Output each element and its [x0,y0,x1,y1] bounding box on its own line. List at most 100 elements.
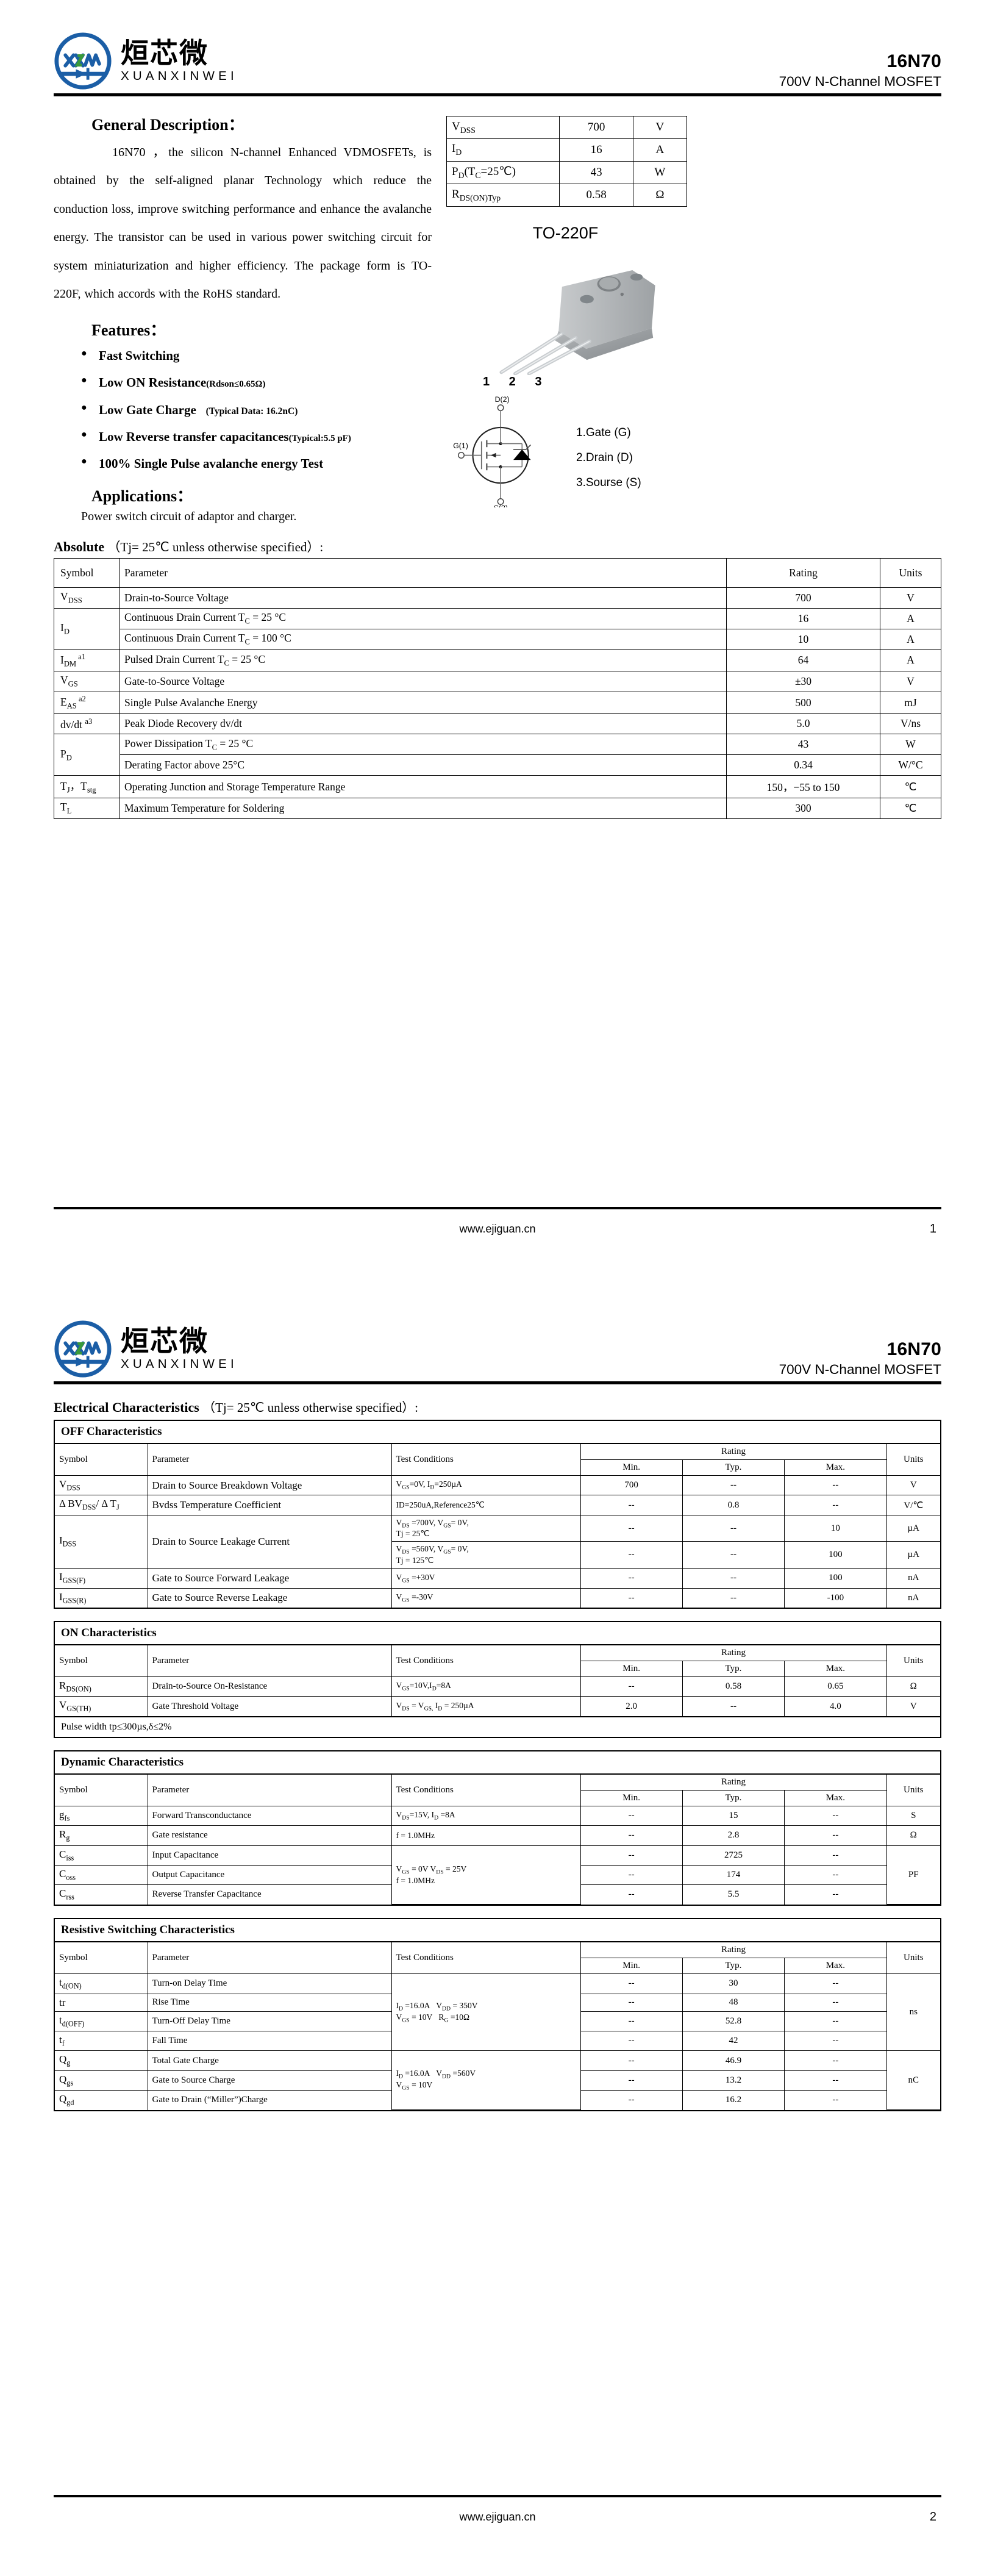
row-units: nA [886,1568,940,1589]
row-min: -- [580,1845,683,1866]
page-header: 烜芯微 XUANXINWEI 16N70 700V N-Channel MOSF… [0,1288,995,1378]
row-symbol: IDSS [55,1514,148,1569]
table-row: IDSS Drain to Source Leakage Current VDS… [55,1514,940,1569]
row-units: W/°C [880,754,941,776]
row-rating: 43 [726,734,880,756]
row-parameter: Operating Junction and Storage Temperatu… [119,775,727,798]
row-min: -- [580,1864,683,1886]
row-test: VGS =-30V [391,1587,581,1608]
col-parameter: Parameter [147,1942,392,1975]
row-typ: 30 [682,1973,785,1994]
row-symbol: Qgd [55,2090,148,2110]
table-row: Qgd Gate to Drain (“Miller”)Charge -- 16… [55,2090,940,2110]
list-item: 2.Drain (D) [576,451,633,465]
col-units: Units [886,1644,940,1677]
row-test: VGS=0V, ID=250µA [391,1475,581,1496]
table-row: IGSS(F) Gate to Source Forward Leakage V… [55,1568,940,1589]
col-test-conditions: Test Conditions [391,1644,581,1677]
row-max: 100 [784,1568,887,1589]
row-parameter: Output Capacitance [147,1864,392,1886]
col-units: Units [886,1942,940,1975]
row-units: PF [886,1845,940,1905]
footer-url[interactable]: www.ejiguan.cn [459,2511,536,2523]
row-max: -- [784,1475,887,1496]
footer-url[interactable]: www.ejiguan.cn [459,1223,536,1235]
table-header-row: Min. Typ. Max. [55,1789,940,1806]
electrical-title-rest: （Tj= 25℃ unless otherwise specified）: [202,1400,418,1415]
col-typ: Typ. [682,1660,785,1677]
row-max: -- [784,1973,887,1994]
row-max: -- [784,1845,887,1866]
row-symbol: Crss [55,1884,148,1905]
row-max: -- [784,1993,887,2012]
table-row: VDSS 700 V [446,116,688,139]
col-max: Max. [784,1789,887,1806]
row-rating: 500 [726,692,880,714]
row-max: -- [784,1805,887,1826]
row-typ: 174 [682,1864,785,1886]
row-min: -- [580,1568,683,1589]
table-row: Ciss Input Capacitance VGS = 0V VDS = 25… [55,1845,940,1905]
quick-unit: W [632,160,688,185]
row-units: nA [886,1587,940,1608]
row-max: 10 [784,1514,887,1542]
row-test: ID =16.0A VDD =560V VGS = 10V [391,2050,581,2111]
table-row: tr Rise Time -- 48 -- [55,1993,940,2012]
row-symbol: dv/dt a3 [54,713,120,735]
row-max: -100 [784,1587,887,1608]
absolute-maximum-ratings-table: Symbol Parameter Rating Units VDSS Drain… [54,557,941,819]
list-item: Low ON Resistance(Rdson≤0.65Ω) [54,375,432,390]
row-symbol: tr [55,1993,148,2012]
col-typ: Typ. [682,1459,785,1476]
row-units: µA [886,1514,940,1542]
col-test-conditions: Test Conditions [391,1773,581,1806]
off-characteristics-table: Symbol Parameter Test Conditions Rating … [55,1444,940,1608]
row-typ: 5.5 [682,1884,785,1905]
col-units: Units [880,557,941,588]
table-row: RDS(ON) Drain-to-Source On-Resistance VG… [55,1676,940,1697]
row-test: f = 1.0MHz [391,1825,581,1846]
row-max: 4.0 [784,1696,887,1717]
general-description-body: 16N70 ，the silicon N-channel Enhanced VD… [54,146,432,301]
quick-spec-table: VDSS 700 V ID 16 A PD(TC=25℃) 43 W [446,116,688,207]
row-test: VGS=10V,ID=8A [391,1676,581,1697]
row-parameter: Turn-on Delay Time [147,1973,392,1994]
quick-symbol: RDS(ON)Typ [446,184,560,207]
row-parameter: Turn-Off Delay Time [147,2011,392,2031]
features-list: Fast Switching Low ON Resistance(Rdson≤0… [54,348,432,470]
row-symbol: Qg [55,2050,148,2071]
feature-detail: (Rdson≤0.65Ω) [206,379,266,390]
col-parameter: Parameter [147,1644,392,1677]
table-row: VDS =560V, VGS= 0V, Tj = 125℃ -- -- 100 µ… [55,1541,940,1569]
row-units: A [880,607,941,629]
footer-divider [54,2495,941,2497]
applications-text: Power switch circuit of adaptor and char… [81,509,297,523]
part-number: 16N70 [886,51,941,72]
row-parameter: Drain to Source Leakage Current [147,1514,392,1569]
row-typ: -- [682,1514,785,1542]
row-max: -- [784,2030,887,2052]
table-header-row: Symbol Parameter Rating Units [54,557,941,588]
table-row: Coss Output Capacitance -- 174 -- [55,1864,940,1886]
table-header-row: Symbol Parameter Test Conditions Rating … [55,1773,940,1806]
row-parameter: Gate to Source Forward Leakage [147,1568,392,1589]
off-characteristics-block: OFF Characteristics Symbol Parameter Tes… [54,1420,941,1609]
row-units: µA [886,1541,940,1569]
resistive-switching-block: Resistive Switching Characteristics Symb… [54,1918,941,2112]
col-test-conditions: Test Conditions [391,1942,581,1975]
row-test: VDS = VGS, ID = 250µA [391,1696,581,1717]
header-divider [54,93,941,96]
row-parameter: Reverse Transfer Capacitance [147,1884,392,1905]
row-parameter: Bvdss Temperature Coefficient [147,1495,392,1515]
table-row: VDSS Drain-to-Source Voltage 700 V [54,587,941,609]
row-typ: -- [682,1568,785,1589]
col-parameter: Parameter [119,557,727,588]
row-parameter: Derating Factor above 25°C [119,754,727,776]
absolute-title-bold: Absolute [54,538,105,554]
list-item: Fast Switching [54,348,432,363]
table-header-row: Min. Typ. Max. [55,1958,940,1975]
page-header: 烜芯微 XUANXINWEI 16N70 700V N-Channel MOSF… [0,0,995,90]
table-row: td(ON) Turn-on Delay Time ID =16.0A VDD … [55,1973,940,2052]
footer-divider [54,1207,941,1209]
row-min: 2.0 [580,1696,683,1717]
